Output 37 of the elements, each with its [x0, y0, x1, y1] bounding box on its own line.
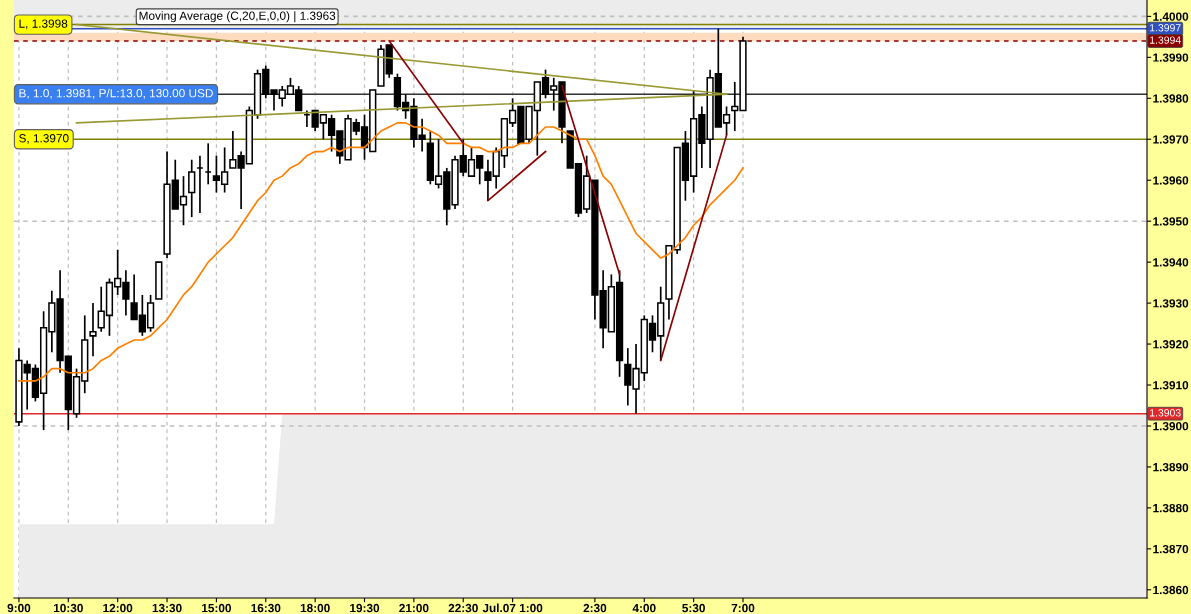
x-tick-label: 18:00 — [300, 603, 330, 613]
y-tick-label: 1.3870 — [1153, 544, 1189, 554]
ref-line-label: 1.3903 — [1150, 409, 1181, 417]
annotation: L, 1.3998 — [19, 19, 68, 30]
y-tick-label: 1.3960 — [1153, 176, 1189, 185]
ref-line-label: 1.3997 — [1150, 24, 1181, 32]
y-tick-label: 1.3930 — [1153, 299, 1189, 308]
x-tick-label: 4:00 — [632, 603, 656, 613]
x-tick-label: 16:30 — [251, 603, 281, 613]
y-tick-label: 1.3920 — [1153, 340, 1189, 349]
x-tick-label: Jul.07 1:00 — [482, 603, 543, 613]
ref-line-label: 1.3994 — [1150, 36, 1181, 44]
y-tick-label: 1.3890 — [1153, 462, 1189, 472]
y-tick-label: 1.3860 — [1153, 585, 1189, 595]
y-tick-label: 1.3970 — [1153, 135, 1189, 144]
x-tick-label: 22:30 — [448, 603, 478, 613]
y-tick-label: 1.3980 — [1153, 94, 1189, 103]
x-tick-label: 13:30 — [152, 603, 182, 613]
annotation: Moving Average (C,20,E,0,0) | 1.3963 — [139, 11, 336, 23]
x-tick-label: 5:30 — [682, 603, 705, 613]
x-tick-label: 2:30 — [583, 603, 607, 613]
x-tick-label: 15:00 — [202, 603, 232, 613]
y-tick-label: 1.3950 — [1153, 217, 1189, 226]
y-tick-label: 1.3900 — [1153, 422, 1189, 431]
x-tick-label: 10:30 — [53, 603, 83, 613]
y-tick-label: 1.3880 — [1153, 503, 1189, 513]
y-tick-label: 1.3910 — [1153, 381, 1189, 390]
x-tick-label: 19:30 — [350, 603, 380, 613]
annotation: S, 1.3970 — [19, 134, 69, 144]
x-tick-label: 12:00 — [103, 603, 133, 613]
x-tick-label: 9:00 — [7, 603, 31, 613]
x-tick-label: 7:00 — [731, 603, 755, 613]
y-tick-label: 1.3940 — [1153, 258, 1189, 267]
x-tick-label: 21:00 — [399, 603, 429, 613]
y-tick-label: 1.4000 — [1153, 12, 1189, 21]
y-tick-label: 1.3990 — [1153, 53, 1189, 62]
annotation: B, 1.0, 1.3981, P/L:13.0, 130.00 USD — [19, 88, 213, 99]
